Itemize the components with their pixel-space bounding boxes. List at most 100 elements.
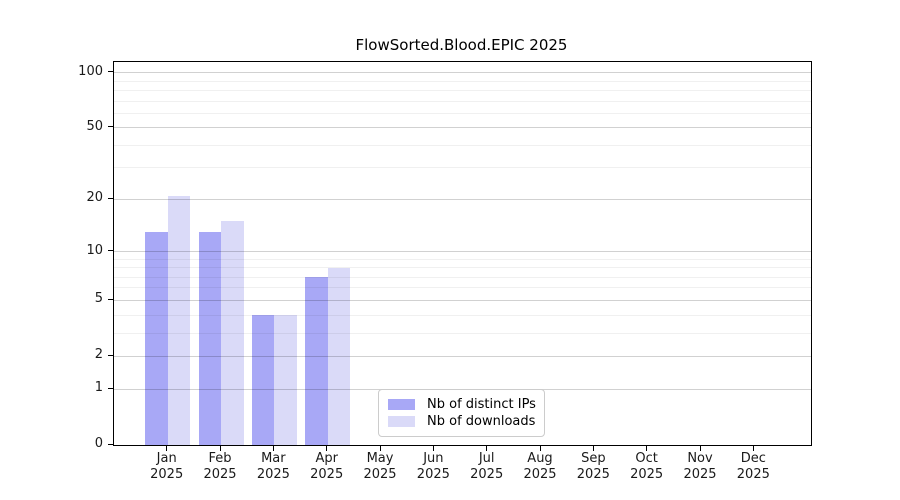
x-axis-tick xyxy=(592,446,594,451)
x-axis-label-month: Jul xyxy=(478,451,495,466)
y-axis-tick xyxy=(108,443,113,445)
bar-feb-downloads xyxy=(221,221,244,445)
y-axis-tick xyxy=(108,354,113,356)
legend-label-downloads: Nb of downloads xyxy=(427,414,536,429)
bar-feb-ips xyxy=(198,232,222,445)
x-axis-tick xyxy=(432,446,434,451)
major-gridline xyxy=(114,198,811,200)
y-axis-label: 0 xyxy=(94,436,103,451)
y-axis-label: 100 xyxy=(78,63,103,79)
x-axis-label-year: 2025 xyxy=(150,467,184,482)
x-axis-label-month: Jan xyxy=(156,451,177,466)
x-axis-label-year: 2025 xyxy=(203,467,237,482)
x-axis-tick xyxy=(486,446,488,451)
bar-jan-downloads xyxy=(167,195,191,445)
y-axis-label: 50 xyxy=(86,118,103,134)
chart-title: FlowSorted.Blood.EPIC 2025 xyxy=(355,36,568,54)
x-axis-label-month: Aug xyxy=(527,451,553,466)
x-axis-label-year: 2025 xyxy=(416,467,450,482)
x-axis-tick xyxy=(166,446,168,451)
x-axis-label-year: 2025 xyxy=(736,467,770,482)
x-axis-tick xyxy=(699,446,701,451)
legend-swatch-distinct-ips-icon xyxy=(388,399,415,410)
x-axis-label-year: 2025 xyxy=(310,467,344,482)
x-axis-label-jun: Jun 2025 xyxy=(401,451,465,483)
minor-gridline xyxy=(114,167,811,169)
x-axis-tick xyxy=(646,446,648,451)
x-axis-label-dec: Dec 2025 xyxy=(721,451,785,483)
minor-gridline xyxy=(114,89,811,91)
x-axis-label-month: Nov xyxy=(687,451,713,466)
bar-apr-downloads xyxy=(327,267,351,445)
legend-item-downloads: Nb of downloads xyxy=(388,414,536,429)
x-axis-label-year: 2025 xyxy=(256,467,290,482)
bar-mar-downloads xyxy=(274,315,297,445)
y-axis-label: 20 xyxy=(86,190,103,206)
minor-gridline xyxy=(114,276,811,278)
major-gridline xyxy=(114,127,811,129)
x-axis-label-year: 2025 xyxy=(470,467,504,482)
x-axis-tick xyxy=(539,446,541,451)
minor-gridline xyxy=(114,287,811,289)
x-axis-label-sep: Sep 2025 xyxy=(561,451,625,483)
x-axis-label-year: 2025 xyxy=(363,467,397,482)
x-axis-label-month: Oct xyxy=(635,451,658,466)
major-gridline xyxy=(114,251,811,253)
x-axis-tick xyxy=(752,446,754,451)
minor-gridline xyxy=(114,112,811,114)
plot-area: Nb of distinct IPs Nb of downloads xyxy=(113,61,812,446)
x-axis-tick xyxy=(272,446,274,451)
x-axis-label-month: Sep xyxy=(581,451,606,466)
x-axis-tick xyxy=(379,446,381,451)
bar-mar-ips xyxy=(251,315,275,445)
x-axis-label-year: 2025 xyxy=(630,467,664,482)
major-gridline xyxy=(114,355,811,357)
major-gridline xyxy=(114,72,811,74)
x-axis-label-oct: Oct 2025 xyxy=(615,451,679,483)
x-axis-label-feb: Feb 2025 xyxy=(188,451,252,483)
x-axis-label-month: Apr xyxy=(315,451,338,466)
x-axis-tick xyxy=(326,446,328,451)
x-axis-label-nov: Nov 2025 xyxy=(668,451,732,483)
legend-label-distinct-ips: Nb of distinct IPs xyxy=(427,397,536,412)
legend-item-distinct-ips: Nb of distinct IPs xyxy=(388,397,536,412)
x-axis-label-year: 2025 xyxy=(576,467,610,482)
x-axis-label-jul: Jul 2025 xyxy=(455,451,519,483)
minor-gridline xyxy=(114,267,811,269)
x-axis-label-month: Jun xyxy=(423,451,444,466)
y-axis-label: 5 xyxy=(94,291,103,307)
x-axis-label-mar: Mar 2025 xyxy=(241,451,305,483)
y-axis-label: 10 xyxy=(86,242,103,258)
bars-layer xyxy=(114,62,811,445)
minor-gridline xyxy=(114,258,811,260)
y-axis-tick xyxy=(108,387,113,389)
minor-gridline xyxy=(114,100,811,102)
y-axis-tick xyxy=(108,250,113,252)
x-axis-label-apr: Apr 2025 xyxy=(295,451,359,483)
x-axis-tick xyxy=(219,446,221,451)
x-axis-label-month: Mar xyxy=(261,451,286,466)
x-axis-label-year: 2025 xyxy=(523,467,557,482)
minor-gridline xyxy=(114,332,811,334)
y-axis-tick xyxy=(108,71,113,73)
x-axis-label-month: Dec xyxy=(740,451,766,466)
y-axis-tick xyxy=(108,298,113,300)
x-axis-label-year: 2025 xyxy=(683,467,717,482)
minor-gridline xyxy=(114,144,811,146)
y-axis-label: 1 xyxy=(94,380,103,396)
major-gridline xyxy=(114,299,811,301)
y-axis-tick xyxy=(108,197,113,199)
legend: Nb of distinct IPs Nb of downloads xyxy=(378,389,545,437)
grid-layer xyxy=(114,62,811,445)
minor-gridline xyxy=(114,314,811,316)
y-axis-tick xyxy=(108,126,113,128)
bar-apr-ips xyxy=(305,277,328,445)
x-axis-label-jan: Jan 2025 xyxy=(135,451,199,483)
y-axis-label: 2 xyxy=(94,347,103,363)
legend-swatch-downloads-icon xyxy=(388,416,415,427)
x-axis-label-aug: Aug 2025 xyxy=(508,451,572,483)
x-axis-label-month: Feb xyxy=(208,451,232,466)
x-axis-label-month: May xyxy=(366,451,394,466)
minor-gridline xyxy=(114,80,811,82)
